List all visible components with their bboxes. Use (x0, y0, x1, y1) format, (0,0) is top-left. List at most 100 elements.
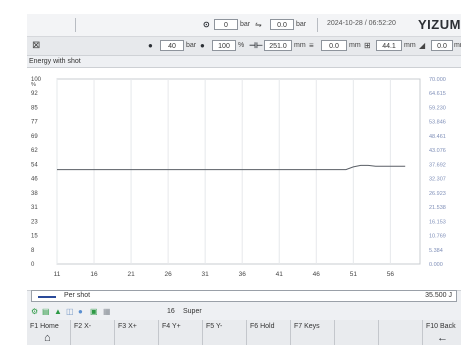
flow-icon: ⇋ (255, 20, 262, 29)
x-tick-label: 36 (239, 271, 247, 278)
x-tick-label: 51 (350, 271, 358, 278)
flow-value: 0.0 (270, 19, 294, 30)
x-tick-label: 56 (387, 271, 395, 278)
mold-unit: mm (404, 42, 416, 49)
speed-unit: % (238, 42, 245, 49)
chart-title: Energy with shot (29, 58, 81, 65)
mold-icon: ⊠ (32, 40, 41, 51)
function-key-bar: F1 Home ⌂ F2 X- F3 X+ F4 Y+ F5 Y- F6 Hol… (27, 320, 461, 345)
ejector-unit: mm (349, 42, 361, 49)
alarm-icon: ▲ (54, 307, 62, 316)
y-left-tick-label: 92 (31, 91, 38, 97)
speed-value: 100 (212, 40, 236, 51)
ejector-icon: ≡ (309, 41, 314, 50)
y-right-tick-label: 70.000 (429, 77, 446, 83)
nozzle-unit: mm (454, 42, 461, 49)
legend-current-value: 35.500 J (425, 292, 452, 299)
y-right-tick-label: 26.923 (429, 191, 446, 197)
datetime: 2024-10-28 / 06:52:20 (327, 20, 396, 27)
y-right-tick-label: 21.538 (429, 205, 446, 211)
x-tick-label: 46 (313, 271, 321, 278)
series-line-per-shot (57, 164, 406, 171)
nozzle-icon: ◢ (419, 41, 426, 50)
f8-blank-button[interactable] (335, 320, 379, 345)
status-bar: ⚙ ▤ ▲ ◫ ● ▣ ▦ 16 Super (27, 306, 461, 319)
f10-back-button[interactable]: F10 Back ← (423, 320, 461, 345)
divider (317, 18, 318, 32)
pressure-icon: ● (148, 41, 153, 50)
y-right-tick-label: 48.461 (429, 134, 446, 140)
f10-label: F10 Back (426, 323, 456, 330)
y-left-tick-label: 15 (31, 234, 38, 240)
y-right-tick-label: 32.307 (429, 177, 446, 183)
f3-label: F3 X+ (118, 323, 137, 330)
motor-icon: ⚙ (31, 307, 39, 316)
robot-icon: ▦ (103, 307, 111, 316)
f4-label: F4 Y+ (162, 323, 181, 330)
f3-x-plus-button[interactable]: F3 X+ (115, 320, 159, 345)
y-right-tick-label: 59.230 (429, 105, 446, 111)
f4-y-plus-button[interactable]: F4 Y+ (159, 320, 203, 345)
y-left-tick-label: 54 (31, 162, 38, 168)
y-right-tick-label: 37.692 (429, 162, 446, 168)
pressure-value: 40 (160, 40, 184, 51)
y-right-tick-label: 64.615 (429, 91, 446, 97)
f6-hold-button[interactable]: F6 Hold (247, 320, 291, 345)
y-left-tick-label: 77 (31, 120, 38, 126)
x-tick-label: 21 (127, 271, 135, 278)
f5-y-minus-button[interactable]: F5 Y- (203, 320, 247, 345)
ejector-value: 0.0 (321, 40, 347, 51)
top-status-bar: ⊙ 0 bar ⇋ 0.0 bar 2024-10-28 / 06:52:20 … (27, 14, 461, 37)
legend-series-label: Per shot (64, 292, 91, 299)
oil-icon: ● (78, 307, 83, 316)
f7-label: F7 Keys (294, 323, 320, 330)
x-tick-label: 16 (90, 271, 98, 278)
speed-icon: ● (200, 41, 205, 50)
heater-icon: ▤ (42, 307, 50, 316)
legend-swatch (38, 296, 56, 298)
screw-position: 251.0 (264, 40, 292, 51)
screw-icon: ⊣⊢ (249, 41, 263, 50)
f6-label: F6 Hold (250, 323, 275, 330)
lock-icon: ▣ (90, 307, 98, 316)
y-left-tick-label: 31 (31, 205, 38, 211)
mold-open-icon: ⊞ (364, 41, 371, 50)
f5-label: F5 Y- (206, 323, 223, 330)
mold-position: 44.1 (376, 40, 402, 51)
y-left-tick-label: 85 (31, 105, 38, 111)
x-tick-label: 26 (165, 271, 173, 278)
cycle-unit: bar (240, 21, 251, 28)
chart-icon: ◫ (66, 307, 74, 316)
f1-home-button[interactable]: F1 Home ⌂ (27, 320, 71, 345)
x-tick-label: 31 (202, 271, 210, 278)
hmi-screen: ⊙ 0 bar ⇋ 0.0 bar 2024-10-28 / 06:52:20 … (27, 14, 461, 345)
pressure-unit: bar (186, 42, 197, 49)
y-left-tick-label: 0 (31, 262, 35, 268)
y-left-unit-label: % (31, 82, 36, 88)
f2-label: F2 X- (74, 323, 92, 330)
machine-values-bar: ⊠ ● 40 bar ● 100 % ⊣⊢ 251.0 mm ≡ 0.0 mm … (27, 37, 461, 56)
y-left-tick-label: 23 (31, 219, 38, 225)
y-left-tick-label: 100 (31, 77, 42, 83)
y-right-tick-label: 16.153 (429, 219, 446, 225)
y-left-tick-label: 38 (31, 191, 38, 197)
nozzle-value: 0.0 (431, 40, 453, 51)
y-left-tick-label: 62 (31, 148, 38, 154)
flow-unit: bar (296, 21, 307, 28)
brand-logo: YIZUMI (418, 17, 461, 32)
chart-legend: Per shot 35.500 J (31, 290, 457, 302)
y-left-tick-label: 69 (31, 134, 38, 140)
cycle-gauge-icon: ⊙ (203, 20, 210, 29)
back-arrow-icon: ← (437, 332, 448, 344)
y-right-tick-label: 5.384 (429, 248, 443, 254)
f2-x-minus-button[interactable]: F2 X- (71, 320, 115, 345)
user-level: Super (183, 308, 202, 315)
y-right-tick-label: 0.000 (429, 262, 443, 268)
plot-area (56, 78, 421, 265)
cycle-value: 0 (214, 19, 238, 30)
f9-blank-button[interactable] (379, 320, 423, 345)
x-tick-label: 11 (54, 271, 61, 278)
home-icon: ⌂ (44, 332, 51, 344)
y-left-tick-label: 46 (31, 177, 38, 183)
f7-keys-button[interactable]: F7 Keys (291, 320, 335, 345)
